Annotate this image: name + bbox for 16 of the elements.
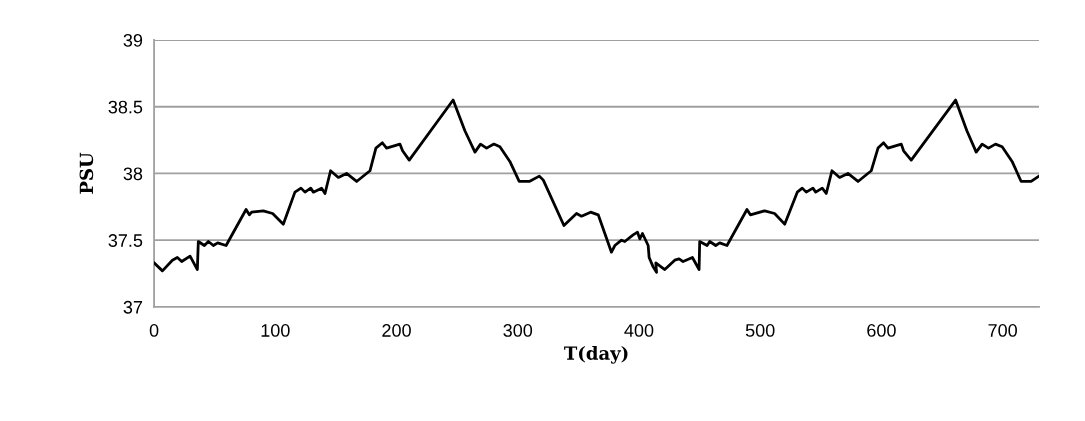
y-tick-label: 39 <box>123 33 143 47</box>
y-tick-label: 37.5 <box>108 234 143 247</box>
x-axis-title: T(day) <box>564 345 628 364</box>
x-tick-label: 400 <box>624 324 654 337</box>
y-tick-label: 38 <box>123 167 143 181</box>
line-series <box>154 98 1039 274</box>
x-tick-label: 0 <box>149 324 159 337</box>
x-tick-label: 600 <box>867 324 896 337</box>
x-tick-label: 100 <box>261 324 290 337</box>
x-tick-label: 200 <box>382 324 411 337</box>
x-tick-label: 500 <box>745 324 775 337</box>
y-axis-title: PSU <box>79 152 94 194</box>
x-tick-label: 300 <box>503 324 533 337</box>
x-tick-label: 700 <box>988 324 1017 337</box>
y-tick-label: 37 <box>123 300 143 314</box>
y-tick-label: 38.5 <box>108 100 143 114</box>
